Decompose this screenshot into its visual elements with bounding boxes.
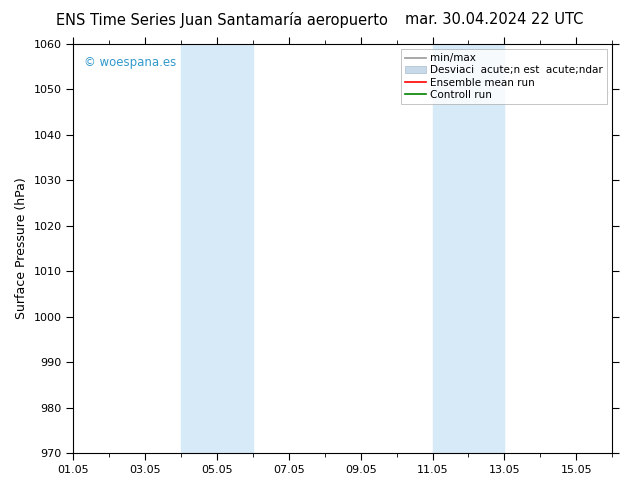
Y-axis label: Surface Pressure (hPa): Surface Pressure (hPa) — [15, 178, 28, 319]
Bar — [181, 44, 253, 453]
Text: mar. 30.04.2024 22 UTC: mar. 30.04.2024 22 UTC — [405, 12, 584, 27]
Text: © woespana.es: © woespana.es — [84, 56, 176, 69]
Bar — [432, 44, 504, 453]
Legend: min/max, Desviaci  acute;n est  acute;ndar, Ensemble mean run, Controll run: min/max, Desviaci acute;n est acute;ndar… — [401, 49, 607, 104]
Text: ENS Time Series Juan Santamaría aeropuerto: ENS Time Series Juan Santamaría aeropuer… — [56, 12, 388, 28]
